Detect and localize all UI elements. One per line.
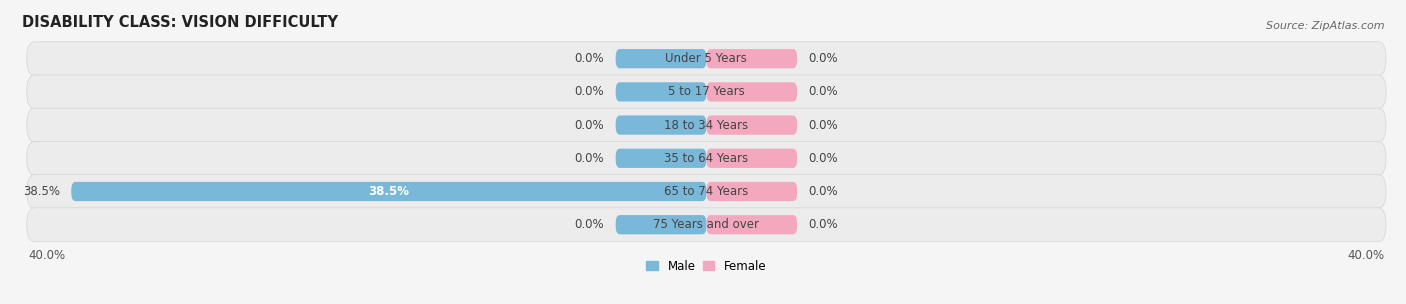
Text: 38.5%: 38.5% <box>368 185 409 198</box>
FancyBboxPatch shape <box>72 182 706 201</box>
FancyBboxPatch shape <box>27 108 1386 142</box>
Text: 0.0%: 0.0% <box>575 52 605 65</box>
FancyBboxPatch shape <box>616 49 706 68</box>
Text: DISABILITY CLASS: VISION DIFFICULTY: DISABILITY CLASS: VISION DIFFICULTY <box>22 15 337 30</box>
Text: 65 to 74 Years: 65 to 74 Years <box>664 185 748 198</box>
FancyBboxPatch shape <box>706 116 797 135</box>
FancyBboxPatch shape <box>706 182 797 201</box>
FancyBboxPatch shape <box>616 116 706 135</box>
FancyBboxPatch shape <box>27 174 1386 209</box>
FancyBboxPatch shape <box>27 208 1386 242</box>
Text: 0.0%: 0.0% <box>575 85 605 98</box>
Text: 35 to 64 Years: 35 to 64 Years <box>665 152 748 165</box>
FancyBboxPatch shape <box>706 215 797 234</box>
Text: 0.0%: 0.0% <box>808 152 838 165</box>
FancyBboxPatch shape <box>706 82 797 102</box>
Text: 18 to 34 Years: 18 to 34 Years <box>665 119 748 132</box>
Legend: Male, Female: Male, Female <box>647 260 766 272</box>
Text: 0.0%: 0.0% <box>575 152 605 165</box>
Text: 0.0%: 0.0% <box>575 218 605 231</box>
Text: 75 Years and over: 75 Years and over <box>654 218 759 231</box>
FancyBboxPatch shape <box>27 141 1386 175</box>
Text: 0.0%: 0.0% <box>808 52 838 65</box>
FancyBboxPatch shape <box>616 149 706 168</box>
Text: Under 5 Years: Under 5 Years <box>665 52 748 65</box>
Text: 5 to 17 Years: 5 to 17 Years <box>668 85 745 98</box>
FancyBboxPatch shape <box>27 42 1386 76</box>
FancyBboxPatch shape <box>616 215 706 234</box>
FancyBboxPatch shape <box>27 75 1386 109</box>
Text: 0.0%: 0.0% <box>808 185 838 198</box>
Text: 0.0%: 0.0% <box>808 119 838 132</box>
Text: 0.0%: 0.0% <box>808 85 838 98</box>
Text: 38.5%: 38.5% <box>22 185 59 198</box>
Text: 0.0%: 0.0% <box>808 218 838 231</box>
FancyBboxPatch shape <box>706 149 797 168</box>
FancyBboxPatch shape <box>706 49 797 68</box>
Text: Source: ZipAtlas.com: Source: ZipAtlas.com <box>1267 21 1385 31</box>
FancyBboxPatch shape <box>616 82 706 102</box>
Text: 0.0%: 0.0% <box>575 119 605 132</box>
